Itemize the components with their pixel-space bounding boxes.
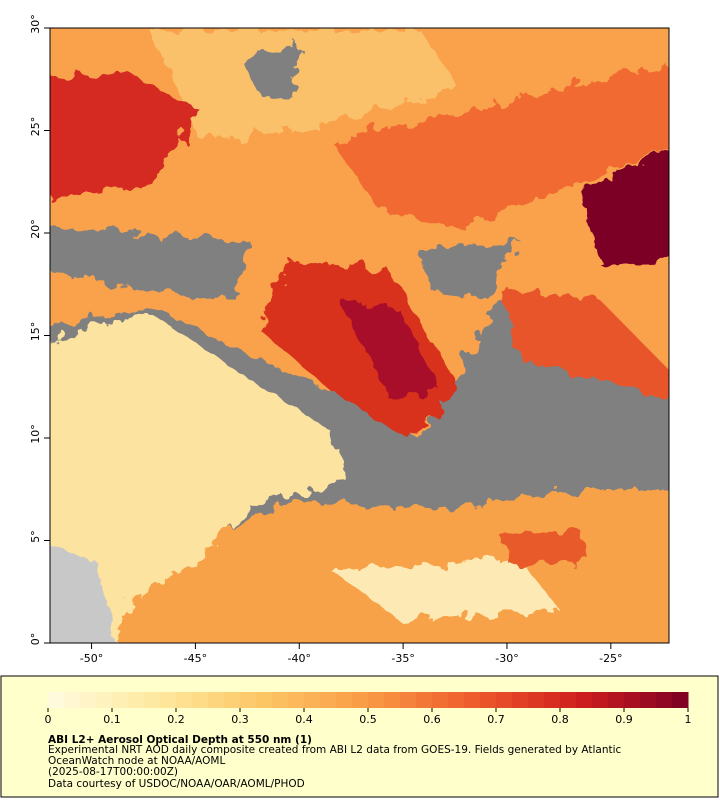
colorbar-tick-label: 0.6 [423,713,441,726]
colorbar-step [192,692,209,708]
colorbar-step [544,692,561,708]
x-tick-label: -50° [80,652,103,665]
colorbar-step [160,692,177,708]
y-tick-label: 25° [29,117,42,137]
y-tick-label: 15° [29,322,42,342]
colorbar-step [48,692,65,708]
colorbar-step [496,692,513,708]
y-tick-label: 5° [29,530,42,543]
colorbar-step [400,692,417,708]
colorbar-tick-label: 0.3 [231,713,249,726]
colorbar-step [464,692,481,708]
x-tick-label: -30° [495,652,518,665]
colorbar-step [288,692,305,708]
colorbar-tick-label: 0.5 [359,713,377,726]
colorbar-step [64,692,81,708]
y-tick-label: 30° [29,14,42,34]
colorbar-step [480,692,497,708]
colorbar-step [576,692,593,708]
colorbar-step [432,692,449,708]
colorbar-tick-label: 0.9 [615,713,633,726]
y-tick-label: 0° [29,633,42,646]
y-tick-label: 20° [29,219,42,239]
colorbar-step [624,692,641,708]
colorbar-step [592,692,609,708]
colorbar-tick-label: 0.8 [551,713,569,726]
colorbar-tick-label: 0.7 [487,713,505,726]
colorbar-step [96,692,113,708]
x-tick-label: -35° [391,652,414,665]
caption-line: OceanWatch node at NOAA/AOML [48,755,225,767]
colorbar-step [656,692,673,708]
colorbar-tick-label: 0.2 [167,713,185,726]
colorbar-tick-label: 1 [685,713,692,726]
colorbar-step [144,692,161,708]
colorbar-step [176,692,193,708]
caption-line: Data courtesy of USDOC/NOAA/OAR/AOML/PHO… [48,778,305,790]
colorbar-step [384,692,401,708]
x-tick-label: -25° [599,652,622,665]
colorbar-tick-label: 0 [45,713,52,726]
colorbar-step [320,692,337,708]
caption-line: (2025-08-17T00:00:00Z) [48,766,178,778]
colorbar-step [448,692,465,708]
colorbar-step [512,692,529,708]
colorbar-step [272,692,289,708]
map-imagery [50,28,669,643]
colorbar-step [256,692,273,708]
colorbar-step [640,692,657,708]
colorbar-step [240,692,257,708]
colorbar-step [336,692,353,708]
colorbar-tick-label: 0.4 [295,713,313,726]
colorbar-step [368,692,385,708]
caption-title: ABI L2+ Aerosol Optical Depth at 550 nm … [48,734,312,746]
colorbar-step [528,692,545,708]
colorbar-step [208,692,225,708]
colorbar-step [352,692,369,708]
colorbar-step [416,692,433,708]
colorbar-step [304,692,321,708]
colorbar-step [672,692,689,708]
x-tick-label: -45° [184,652,207,665]
colorbar-step [128,692,145,708]
colorbar-step [80,692,97,708]
colorbar-tick-label: 0.1 [103,713,121,726]
y-tick-label: 10° [29,424,42,444]
colorbar-step [224,692,241,708]
colorbar-step [112,692,129,708]
colorbar-step [560,692,577,708]
colorbar-step [608,692,625,708]
caption-line: Experimental NRT AOD daily composite cre… [48,744,622,756]
x-tick-label: -40° [288,652,311,665]
